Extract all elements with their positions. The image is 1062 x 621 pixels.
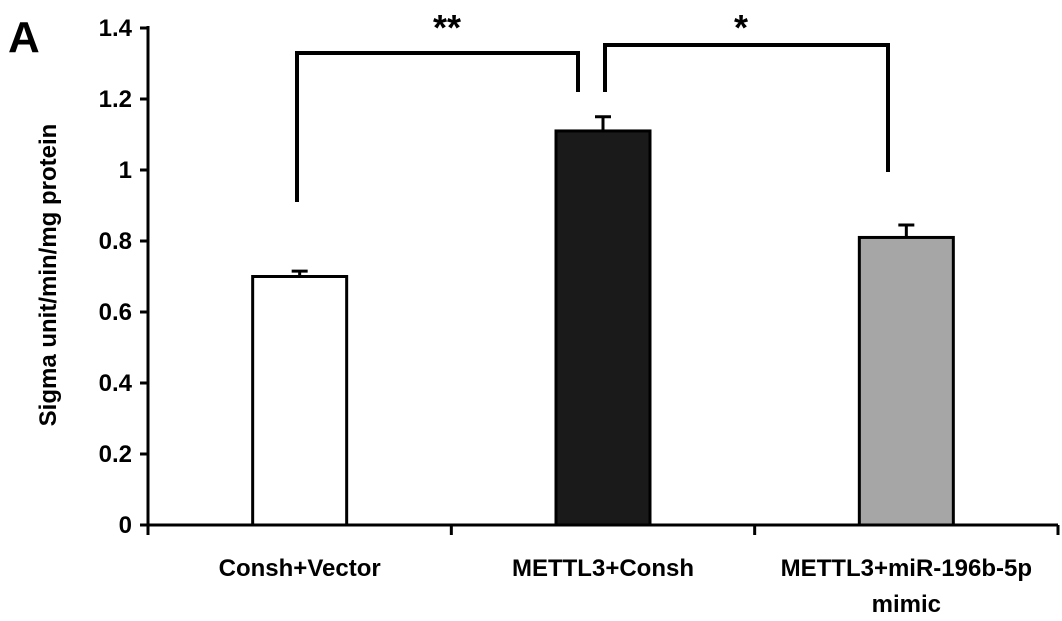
x-tick-label: mimic bbox=[872, 591, 941, 618]
y-tick-label: 0.2 bbox=[99, 441, 132, 468]
y-tick-label: 0.4 bbox=[99, 370, 133, 397]
significance-group: ** * bbox=[295, 7, 890, 202]
significance-bracket bbox=[603, 43, 890, 172]
significance-label: * bbox=[734, 7, 748, 48]
bar bbox=[251, 275, 349, 527]
y-tick-label: 0.8 bbox=[99, 228, 132, 255]
y-axis-label: Sigma unit/min/mg protein bbox=[35, 124, 62, 427]
y-tick-label: 0.6 bbox=[99, 299, 132, 326]
y-tick-label: 1.4 bbox=[99, 15, 133, 42]
x-tick-labels: Consh+Vector METTL3+Consh METTL3+miR-196b-… bbox=[219, 555, 1032, 618]
x-tick-label: METTL3+miR-196b-5p bbox=[781, 555, 1032, 582]
bars-group bbox=[251, 115, 955, 527]
significance-label: ** bbox=[433, 7, 461, 48]
bar bbox=[857, 235, 955, 527]
significance-bracket bbox=[295, 51, 580, 202]
panel-label: A bbox=[8, 13, 40, 62]
x-tick-label: METTL3+Consh bbox=[512, 555, 694, 582]
bar bbox=[554, 129, 652, 527]
y-tick-label: 1 bbox=[119, 157, 132, 184]
x-tick-label: Consh+Vector bbox=[219, 555, 381, 582]
y-tick-label: 1.2 bbox=[99, 86, 132, 113]
y-tick-label: 0 bbox=[119, 512, 132, 539]
